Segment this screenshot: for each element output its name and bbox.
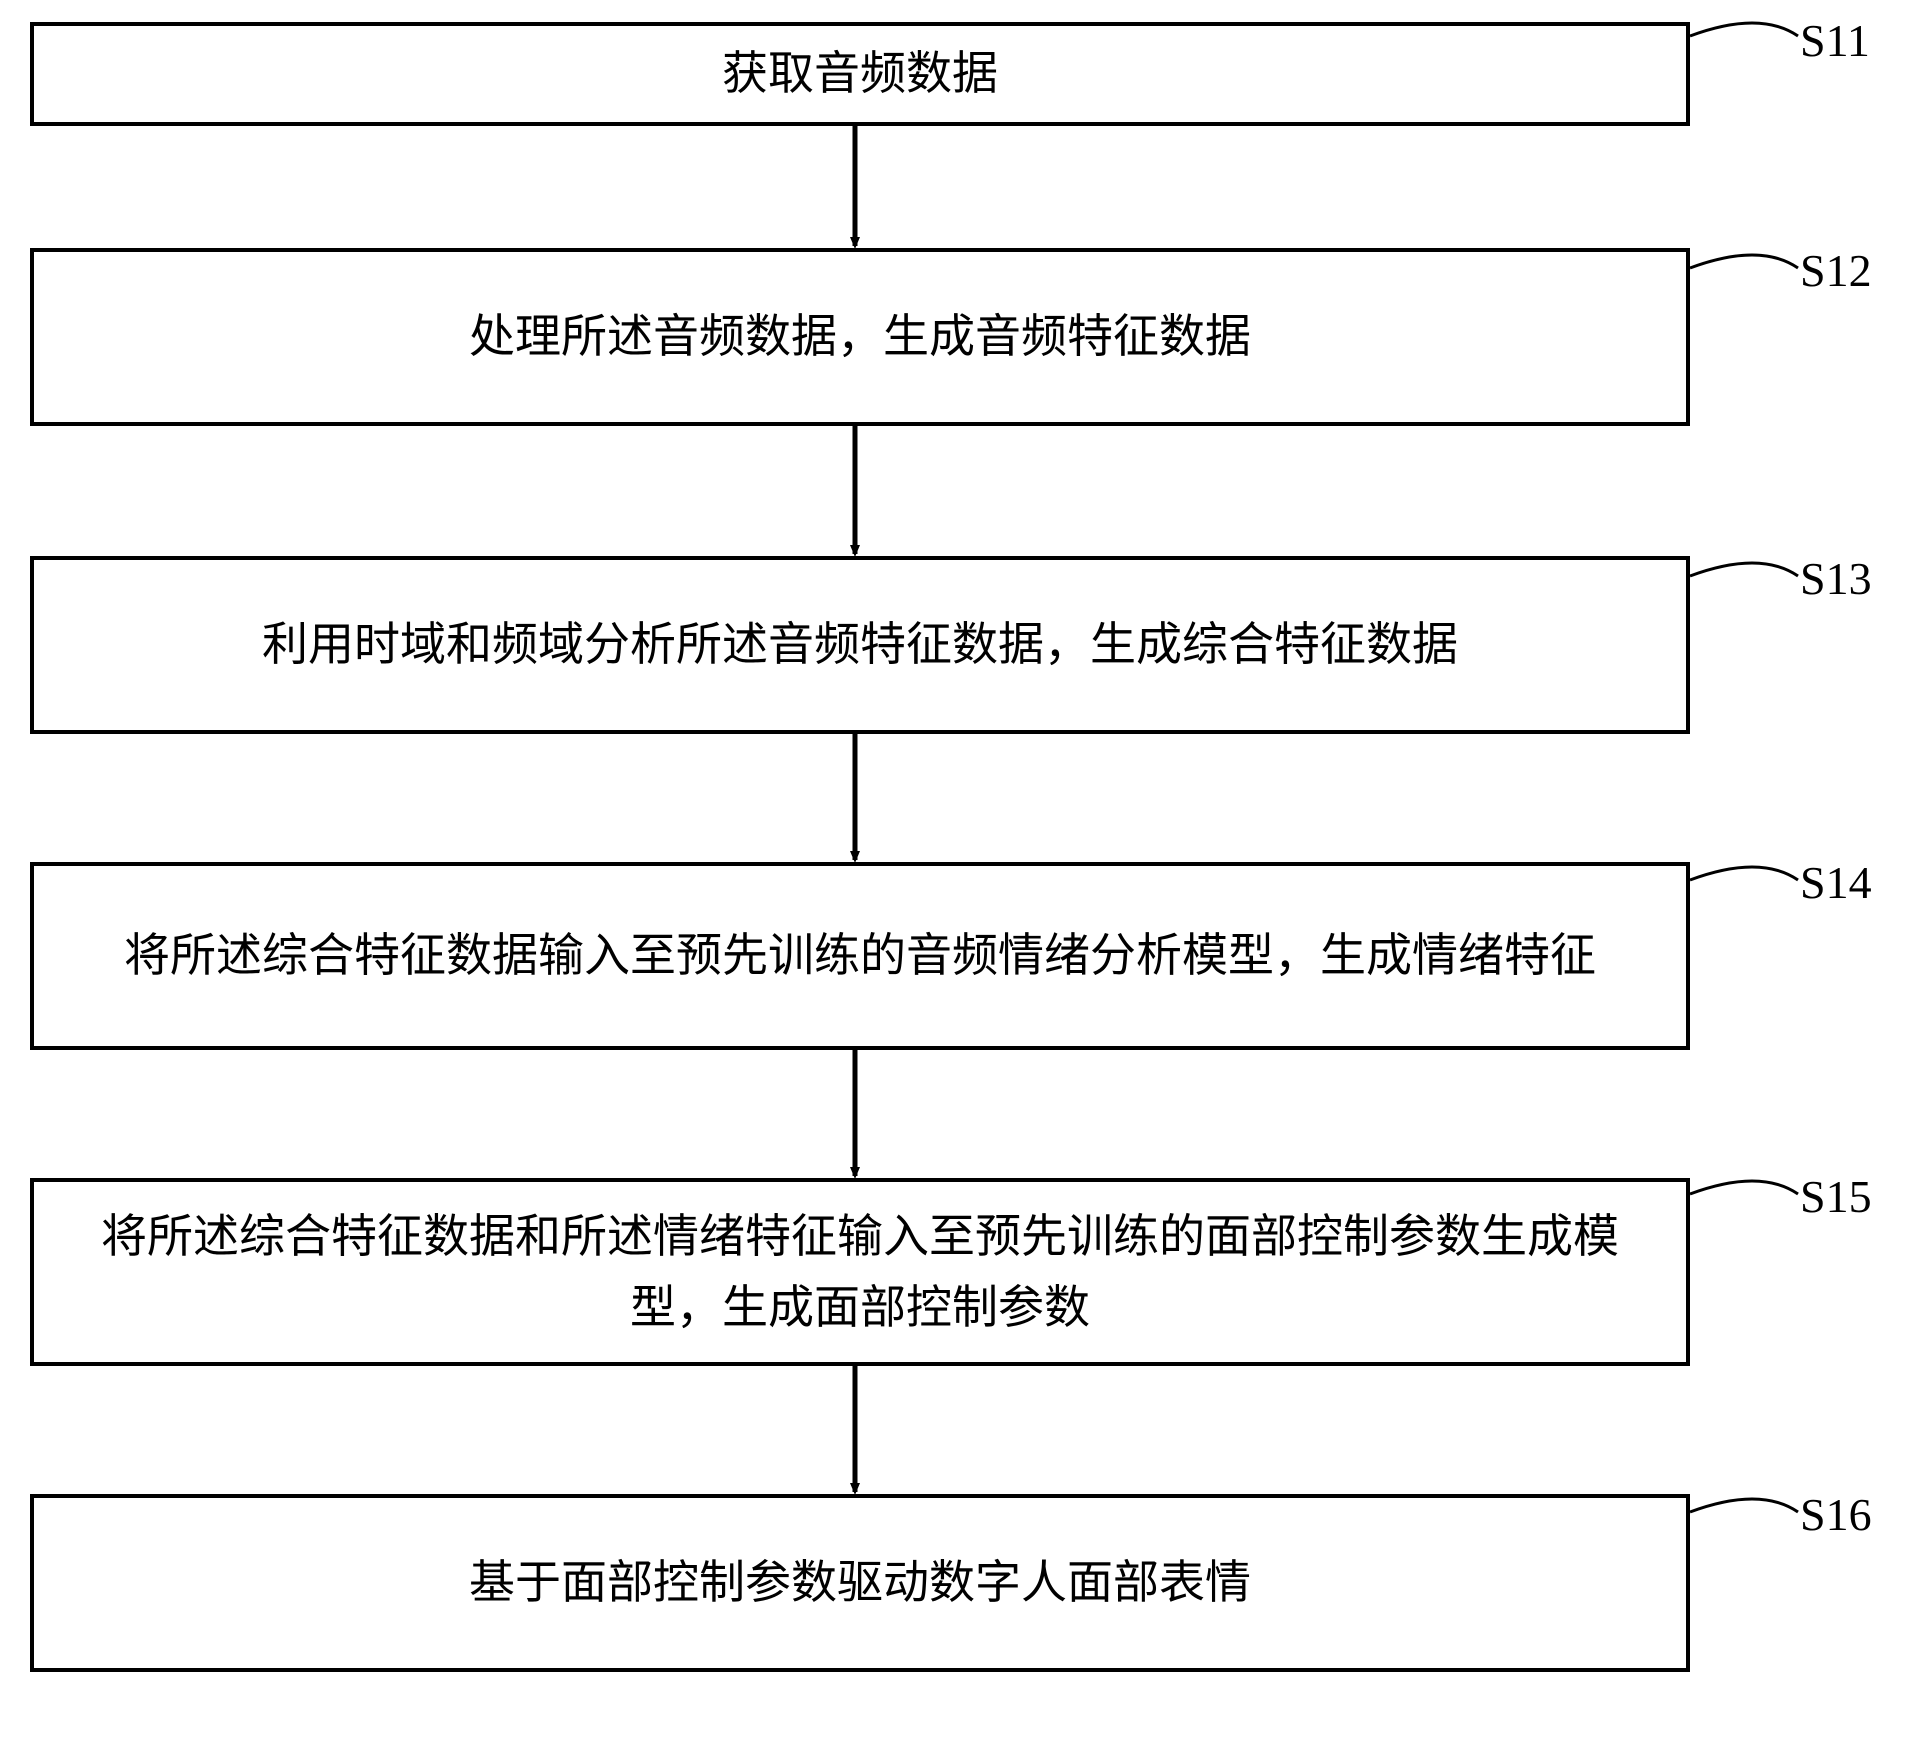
step-label-s12: S12 (1800, 244, 1872, 297)
label-curve-s13 (1690, 563, 1798, 576)
step-label-s14: S14 (1800, 856, 1872, 909)
label-curve-s11 (1690, 23, 1798, 36)
step-text: 获取音频数据 (722, 38, 998, 109)
label-curve-s12 (1690, 255, 1798, 268)
step-label-s11: S11 (1800, 14, 1870, 67)
flowchart-container: 获取音频数据 S11 处理所述音频数据，生成音频特征数据 S12 利用时域和频域… (0, 0, 1922, 1740)
step-label-s16: S16 (1800, 1488, 1872, 1541)
label-curve-s16 (1690, 1499, 1798, 1512)
flow-step-s14: 将所述综合特征数据输入至预先训练的音频情绪分析模型，生成情绪特征 (30, 862, 1690, 1050)
step-text: 处理所述音频数据，生成音频特征数据 (469, 301, 1251, 372)
step-label-s15: S15 (1800, 1170, 1872, 1223)
step-text: 将所述综合特征数据和所述情绪特征输入至预先训练的面部控制参数生成模型，生成面部控… (74, 1201, 1646, 1344)
step-text: 将所述综合特征数据输入至预先训练的音频情绪分析模型，生成情绪特征 (124, 920, 1596, 991)
flow-step-s13: 利用时域和频域分析所述音频特征数据，生成综合特征数据 (30, 556, 1690, 734)
label-curve-s14 (1690, 867, 1798, 880)
flow-step-s16: 基于面部控制参数驱动数字人面部表情 (30, 1494, 1690, 1672)
flow-step-s15: 将所述综合特征数据和所述情绪特征输入至预先训练的面部控制参数生成模型，生成面部控… (30, 1178, 1690, 1366)
step-text: 利用时域和频域分析所述音频特征数据，生成综合特征数据 (262, 609, 1458, 680)
step-label-s13: S13 (1800, 552, 1872, 605)
label-curve-s15 (1690, 1181, 1798, 1194)
flow-step-s12: 处理所述音频数据，生成音频特征数据 (30, 248, 1690, 426)
flow-step-s11: 获取音频数据 (30, 22, 1690, 126)
step-text: 基于面部控制参数驱动数字人面部表情 (469, 1547, 1251, 1618)
label-curves-group (1690, 23, 1798, 1512)
